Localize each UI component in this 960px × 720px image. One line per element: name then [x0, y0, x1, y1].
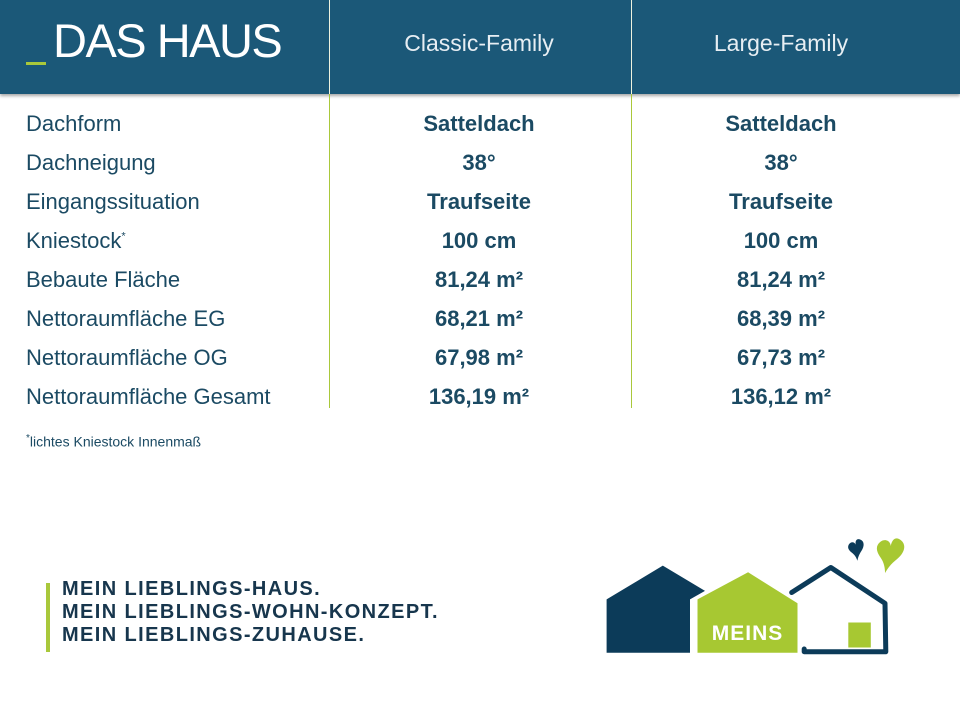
svg-text:MEINS: MEINS [712, 622, 784, 645]
